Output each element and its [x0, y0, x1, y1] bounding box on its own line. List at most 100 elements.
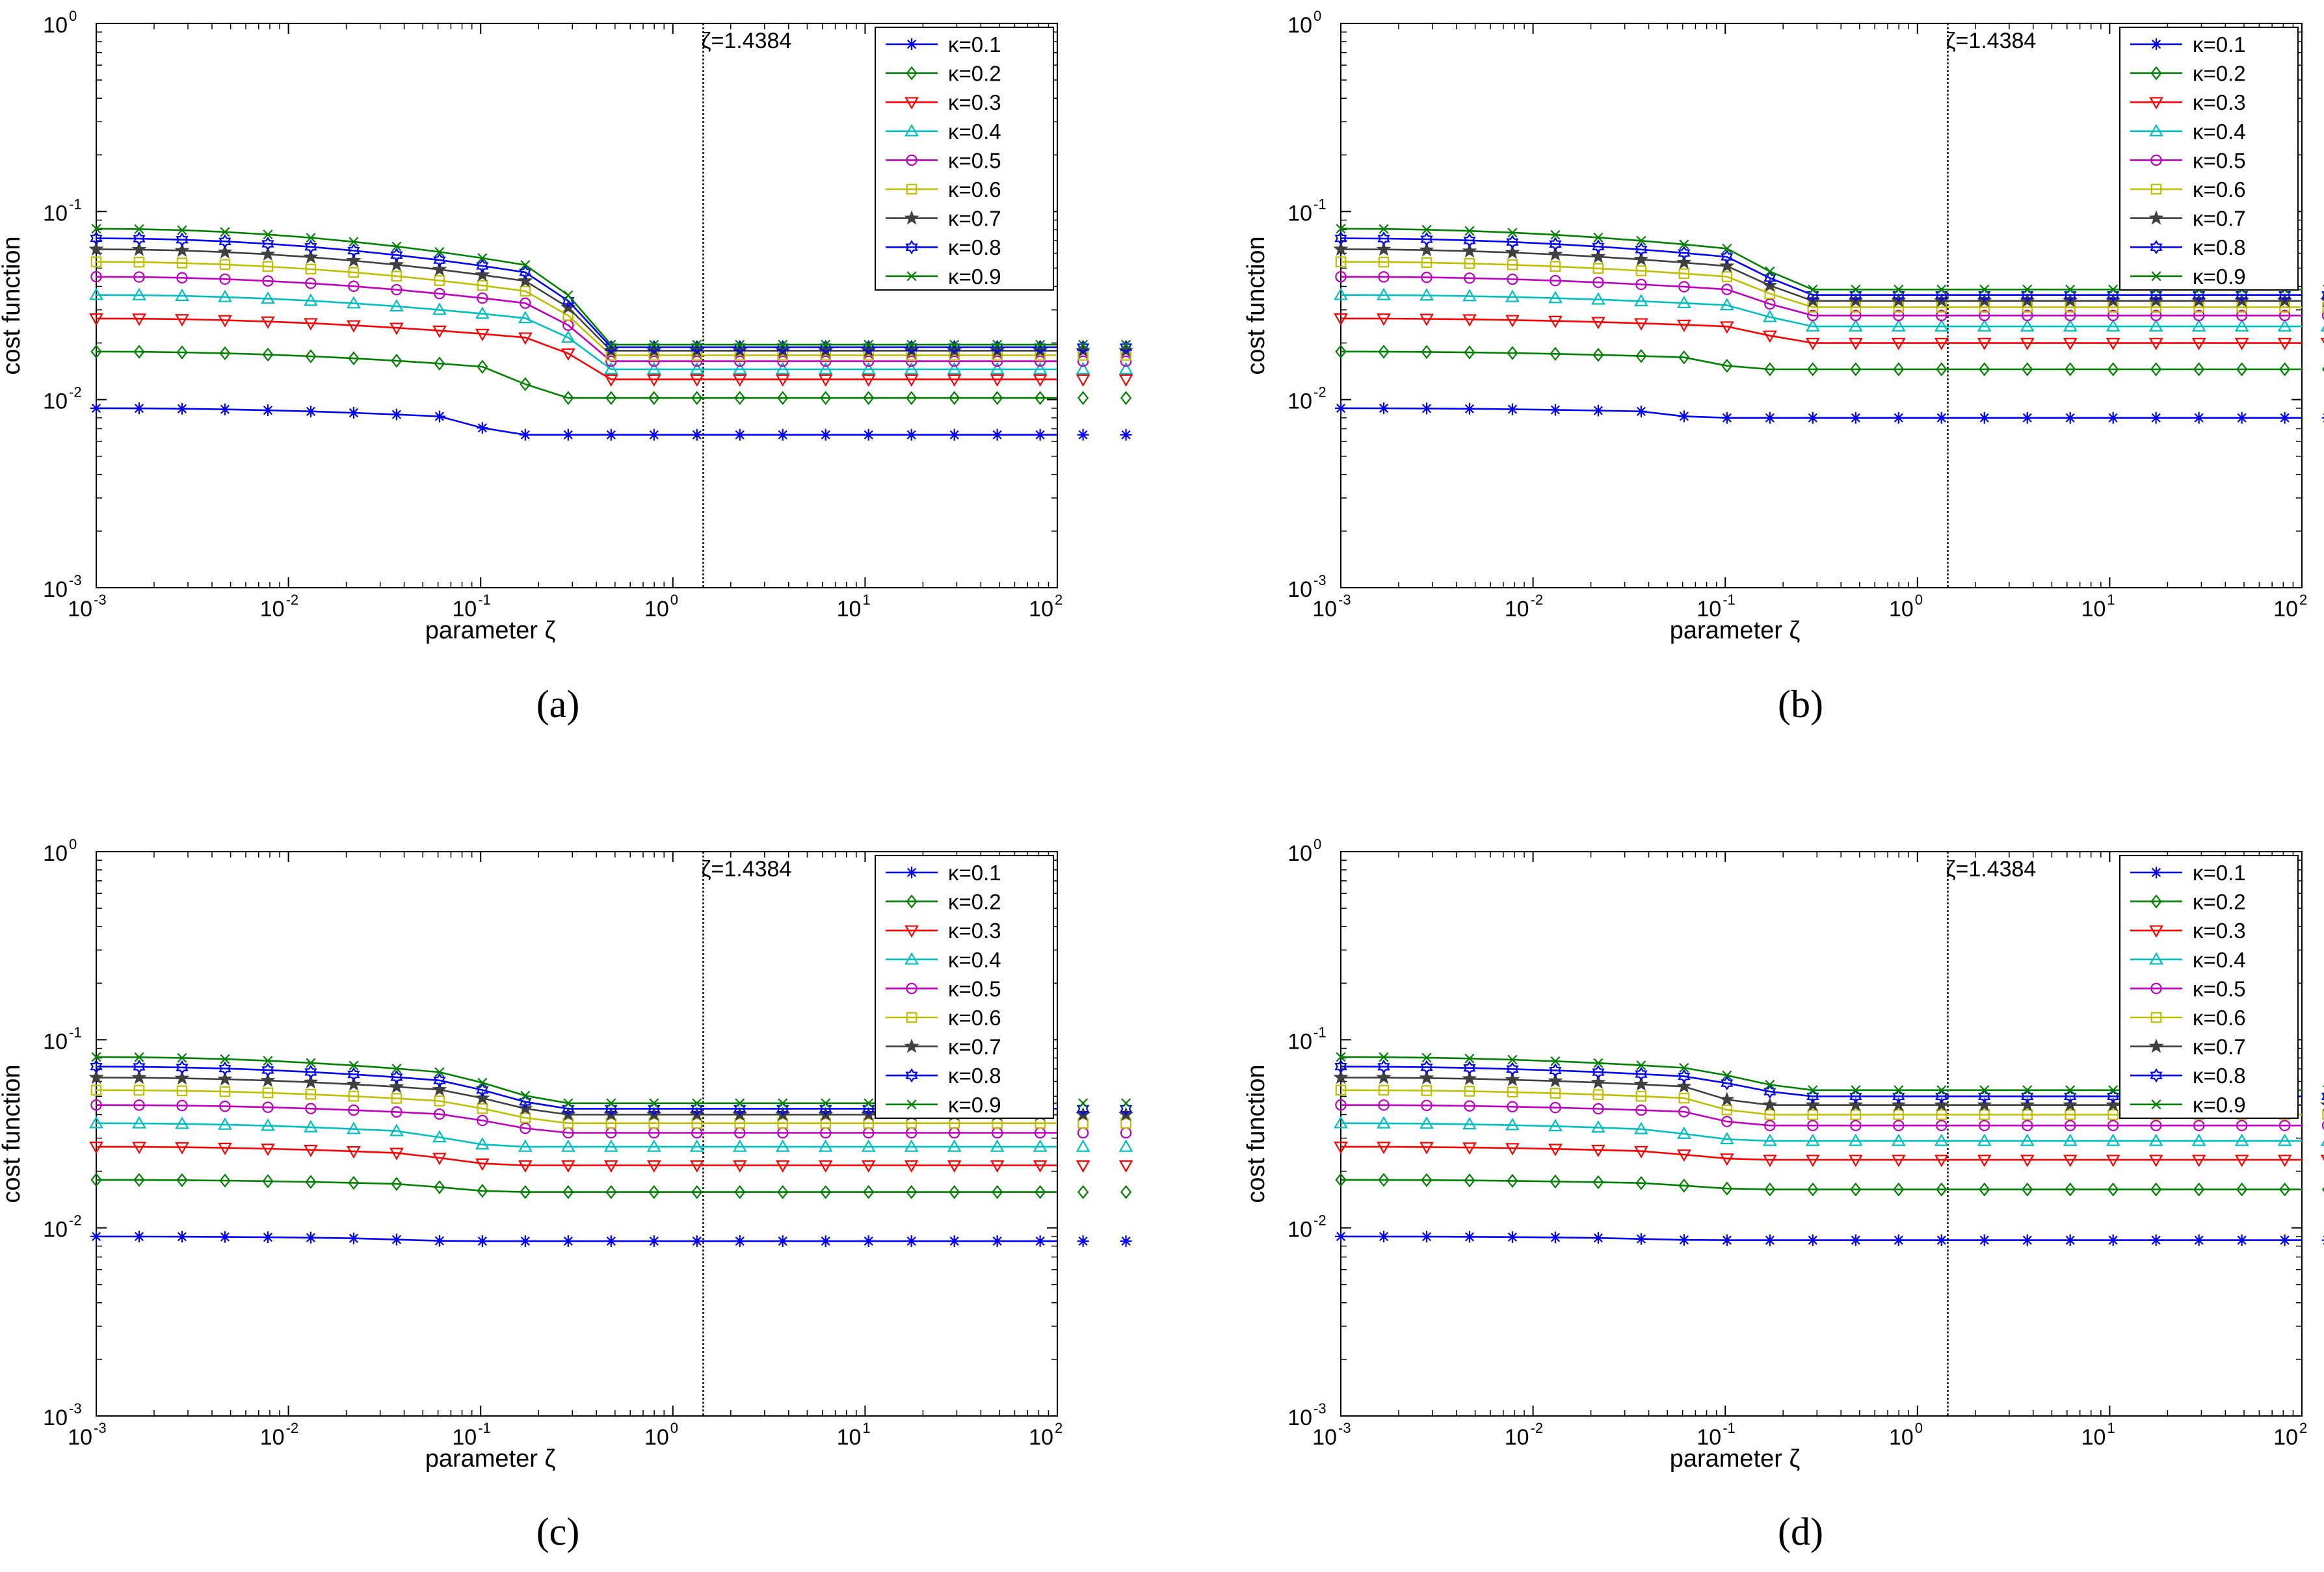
data-point: [1891, 319, 1906, 332]
x-tick-exponent: 1: [2107, 592, 2115, 608]
data-point: [1376, 1069, 1392, 1084]
data-point: [261, 404, 274, 417]
data-point: [2107, 1182, 2119, 1197]
x-tick-exponent: -1: [478, 592, 491, 608]
data-point: [2107, 309, 2119, 322]
x-tick-label: 10: [452, 597, 477, 622]
data-point: [391, 354, 403, 368]
data-point: [603, 1160, 618, 1173]
data-point: [2193, 1182, 2205, 1197]
legend-marker: [906, 183, 918, 195]
legend-entry: κ=0.3: [2193, 90, 2246, 114]
data-point: [1806, 1089, 1819, 1104]
x-tick-exponent: 0: [670, 1420, 678, 1436]
data-point: [349, 1060, 359, 1071]
legend-marker: [2150, 183, 2162, 195]
data-point: [348, 1090, 360, 1102]
x-tick-exponent: 0: [670, 592, 678, 608]
data-point: [733, 1235, 746, 1248]
data-point: [605, 1101, 618, 1116]
data-point: [434, 275, 445, 286]
data-point: [818, 374, 833, 387]
data-point: [1378, 271, 1390, 283]
data-point: [1679, 1062, 1689, 1073]
legend-marker: [906, 982, 918, 995]
data-point: [346, 1146, 361, 1159]
data-point: [906, 1185, 918, 1199]
data-point: [821, 1098, 831, 1108]
data-point: [2150, 309, 2162, 322]
x-tick-exponent: -2: [286, 592, 299, 608]
data-point: [475, 328, 490, 341]
data-point: [1635, 242, 1648, 257]
x-tick-label: 10: [1697, 1425, 1721, 1450]
data-point: [175, 288, 189, 301]
series-line: [1340, 350, 2302, 371]
data-point: [2277, 319, 2292, 332]
data-point: [819, 355, 832, 367]
data-point: [261, 236, 274, 252]
data-point: [1077, 1185, 1089, 1199]
data-point: [476, 1235, 488, 1248]
data-point: [519, 1235, 531, 1248]
data-point: [1678, 1106, 1690, 1118]
legend: κ=0.1 κ=0.2 κ=0.3 κ=0.4 κ=0.5 κ=0.6 κ=0.7 κ=0.8…: [2119, 855, 2299, 1119]
data-point: [1377, 287, 1391, 300]
data-point: [303, 249, 319, 264]
data-point: [390, 1233, 403, 1246]
data-point: [432, 1082, 447, 1096]
data-point: [905, 428, 918, 441]
y-tick-label: 10: [43, 201, 68, 226]
data-point: [1936, 1109, 1948, 1120]
data-point: [1979, 362, 1990, 376]
data-point: [2278, 1120, 2291, 1131]
data-point: [563, 1098, 574, 1108]
data-point: [1979, 284, 1990, 295]
y-tick-exponent: -1: [69, 196, 82, 212]
x-tick-label: 10: [1312, 1425, 1337, 1450]
series-line: [1340, 1146, 2302, 1161]
data-point: [432, 1130, 447, 1143]
data-point: [261, 1062, 274, 1077]
data-point: [432, 325, 447, 338]
data-point: [2321, 1121, 2324, 1130]
data-point: [1934, 319, 1949, 332]
data-point: [1805, 337, 1820, 350]
series-4: [1334, 1116, 2324, 1146]
data-point: [1078, 1098, 1089, 1108]
data-point: [1118, 1139, 1133, 1152]
data-point: [1334, 1116, 1348, 1129]
data-point: [1633, 294, 1648, 307]
x-tick-label: 10: [1889, 1425, 1914, 1450]
series-4: [89, 1116, 1133, 1152]
data-point: [1336, 224, 1346, 234]
data-point: [475, 1158, 490, 1171]
data-point: [862, 1235, 875, 1248]
data-point: [863, 391, 875, 405]
data-point: [561, 1139, 575, 1152]
data-point: [2065, 1109, 2076, 1120]
data-point: [1464, 1173, 1475, 1188]
data-point: [1633, 1121, 1648, 1134]
legend-marker: [2150, 894, 2162, 909]
data-point: [1078, 339, 1089, 350]
data-point: [2065, 1182, 2076, 1197]
data-point: [520, 1122, 531, 1134]
data-point: [2022, 1085, 2033, 1095]
series-line: [1340, 317, 2302, 344]
y-tick-label: 10: [1287, 1029, 1312, 1054]
data-point: [1762, 1133, 1777, 1146]
data-point: [1805, 1155, 1820, 1168]
legend-marker: [2150, 154, 2162, 166]
data-point: [603, 1139, 618, 1152]
data-point: [947, 1139, 962, 1152]
data-point: [775, 1139, 790, 1152]
legend-box: [875, 27, 1054, 291]
data-point: [605, 391, 617, 405]
legend-entry: κ=0.2: [948, 62, 1001, 86]
data-point: [1763, 412, 1776, 424]
data-point: [1464, 1086, 1475, 1097]
data-point: [1034, 428, 1046, 441]
series-line: [1340, 237, 2302, 296]
data-point: [433, 1073, 446, 1088]
